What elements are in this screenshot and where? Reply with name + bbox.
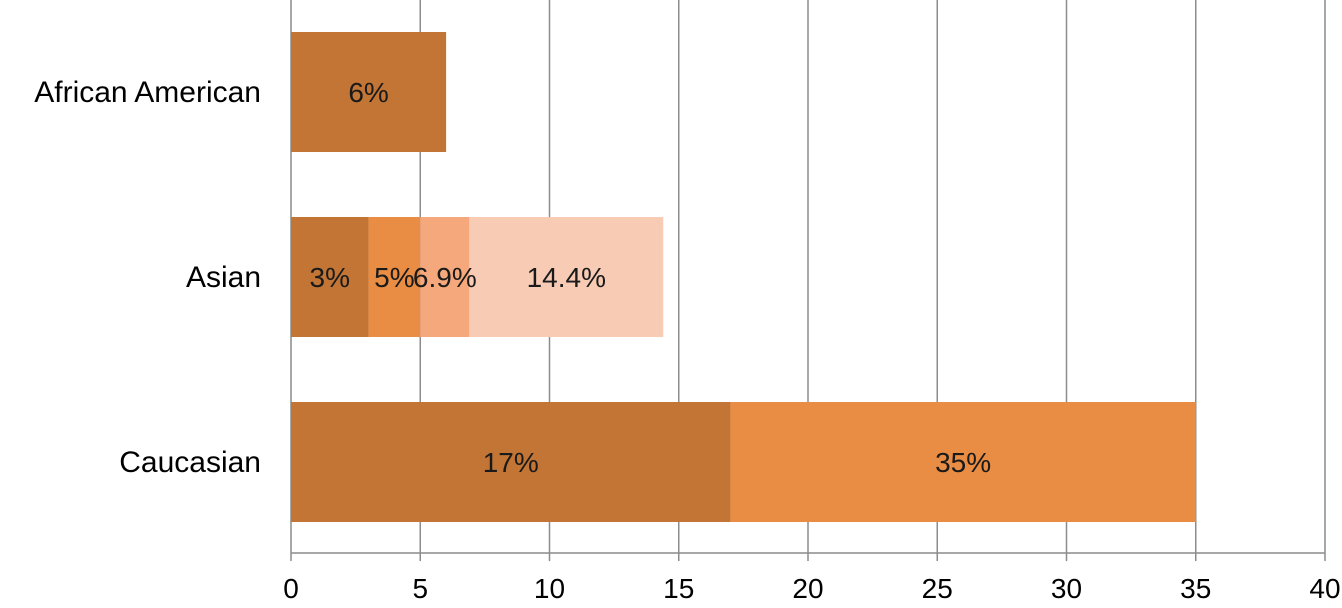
- category-label: Caucasian: [119, 446, 261, 479]
- data-label: 5%: [374, 262, 414, 293]
- x-tick-label: 10: [534, 573, 565, 604]
- data-label: 6.9%: [413, 262, 477, 293]
- data-label: 14.4%: [527, 262, 606, 293]
- axes: [290, 552, 1326, 561]
- bar-segment: [420, 217, 470, 337]
- category-label: Asian: [186, 261, 261, 294]
- x-tick-label: 35: [1180, 573, 1211, 604]
- bar-segment: [368, 217, 421, 337]
- x-tick-label: 0: [283, 573, 299, 604]
- bar-segment: [291, 32, 447, 152]
- data-label: 35%: [935, 447, 991, 478]
- bar-segment: [730, 402, 1196, 522]
- data-label: 3%: [310, 262, 350, 293]
- bar-segment: [469, 217, 664, 337]
- bars: [291, 32, 1196, 522]
- x-tick-label: 20: [792, 573, 823, 604]
- x-tick-label: 5: [412, 573, 428, 604]
- labels: 0 5 10 15 20 25 30 35 40 6% African American 3% 5%6.…: [34, 76, 1340, 604]
- category-label: African American: [34, 76, 261, 109]
- data-label: 17%: [483, 447, 539, 478]
- x-tick-label: 15: [663, 573, 694, 604]
- data-label: 6%: [348, 77, 388, 108]
- bar-segment: [291, 217, 369, 337]
- x-tick-label: 40: [1309, 573, 1340, 604]
- x-tick-label: 30: [1051, 573, 1082, 604]
- x-tick-label: 25: [922, 573, 953, 604]
- bar-segment: [291, 402, 731, 522]
